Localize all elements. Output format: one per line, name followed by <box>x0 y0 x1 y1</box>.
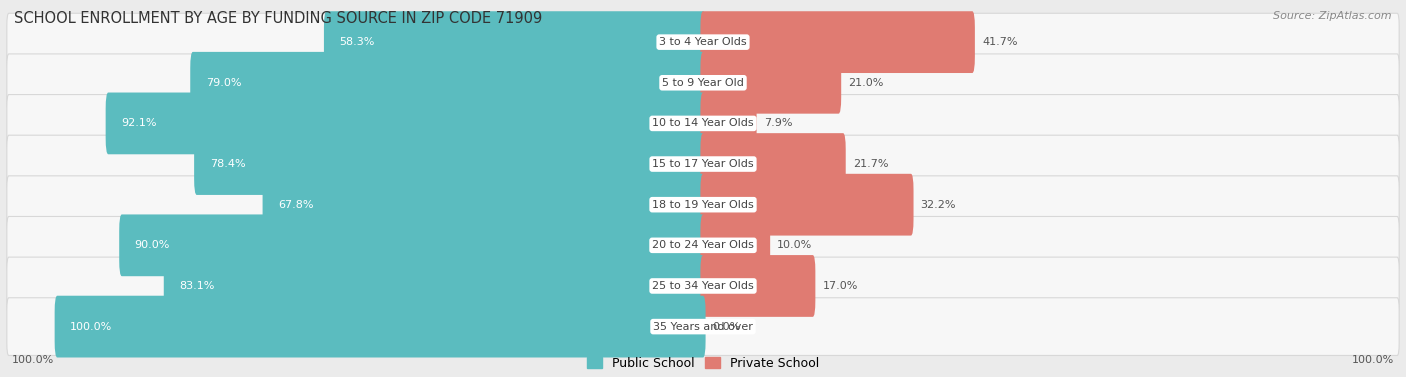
Text: 21.7%: 21.7% <box>853 159 889 169</box>
FancyBboxPatch shape <box>7 13 1399 71</box>
FancyBboxPatch shape <box>7 298 1399 356</box>
FancyBboxPatch shape <box>7 216 1399 274</box>
Text: 41.7%: 41.7% <box>981 37 1018 47</box>
Text: 0.0%: 0.0% <box>713 322 741 332</box>
FancyBboxPatch shape <box>700 174 914 236</box>
Text: 17.0%: 17.0% <box>823 281 858 291</box>
Text: 100.0%: 100.0% <box>13 355 55 365</box>
Text: 7.9%: 7.9% <box>763 118 792 129</box>
Text: 90.0%: 90.0% <box>135 240 170 250</box>
Text: SCHOOL ENROLLMENT BY AGE BY FUNDING SOURCE IN ZIP CODE 71909: SCHOOL ENROLLMENT BY AGE BY FUNDING SOUR… <box>14 11 543 26</box>
Text: 10.0%: 10.0% <box>778 240 813 250</box>
FancyBboxPatch shape <box>700 92 756 154</box>
Text: 21.0%: 21.0% <box>848 78 884 88</box>
FancyBboxPatch shape <box>7 54 1399 112</box>
Text: 58.3%: 58.3% <box>339 37 375 47</box>
Text: 35 Years and over: 35 Years and over <box>652 322 754 332</box>
Legend: Public School, Private School: Public School, Private School <box>582 352 824 375</box>
Text: 20 to 24 Year Olds: 20 to 24 Year Olds <box>652 240 754 250</box>
FancyBboxPatch shape <box>55 296 706 357</box>
Text: 92.1%: 92.1% <box>121 118 156 129</box>
FancyBboxPatch shape <box>700 11 974 73</box>
FancyBboxPatch shape <box>190 52 706 113</box>
FancyBboxPatch shape <box>7 257 1399 315</box>
Text: 3 to 4 Year Olds: 3 to 4 Year Olds <box>659 37 747 47</box>
FancyBboxPatch shape <box>700 133 846 195</box>
FancyBboxPatch shape <box>700 52 841 113</box>
FancyBboxPatch shape <box>7 176 1399 233</box>
Text: 5 to 9 Year Old: 5 to 9 Year Old <box>662 78 744 88</box>
FancyBboxPatch shape <box>7 135 1399 193</box>
FancyBboxPatch shape <box>194 133 706 195</box>
Text: 67.8%: 67.8% <box>278 200 314 210</box>
Text: 79.0%: 79.0% <box>205 78 242 88</box>
Text: 100.0%: 100.0% <box>1351 355 1393 365</box>
FancyBboxPatch shape <box>263 174 706 236</box>
Text: Source: ZipAtlas.com: Source: ZipAtlas.com <box>1274 11 1392 21</box>
FancyBboxPatch shape <box>7 95 1399 152</box>
Text: 83.1%: 83.1% <box>180 281 215 291</box>
FancyBboxPatch shape <box>323 11 706 73</box>
FancyBboxPatch shape <box>163 255 706 317</box>
Text: 15 to 17 Year Olds: 15 to 17 Year Olds <box>652 159 754 169</box>
Text: 18 to 19 Year Olds: 18 to 19 Year Olds <box>652 200 754 210</box>
Text: 100.0%: 100.0% <box>70 322 112 332</box>
FancyBboxPatch shape <box>120 215 706 276</box>
Text: 10 to 14 Year Olds: 10 to 14 Year Olds <box>652 118 754 129</box>
Text: 25 to 34 Year Olds: 25 to 34 Year Olds <box>652 281 754 291</box>
FancyBboxPatch shape <box>700 215 770 276</box>
FancyBboxPatch shape <box>700 255 815 317</box>
Text: 78.4%: 78.4% <box>209 159 245 169</box>
Text: 32.2%: 32.2% <box>921 200 956 210</box>
FancyBboxPatch shape <box>105 92 706 154</box>
